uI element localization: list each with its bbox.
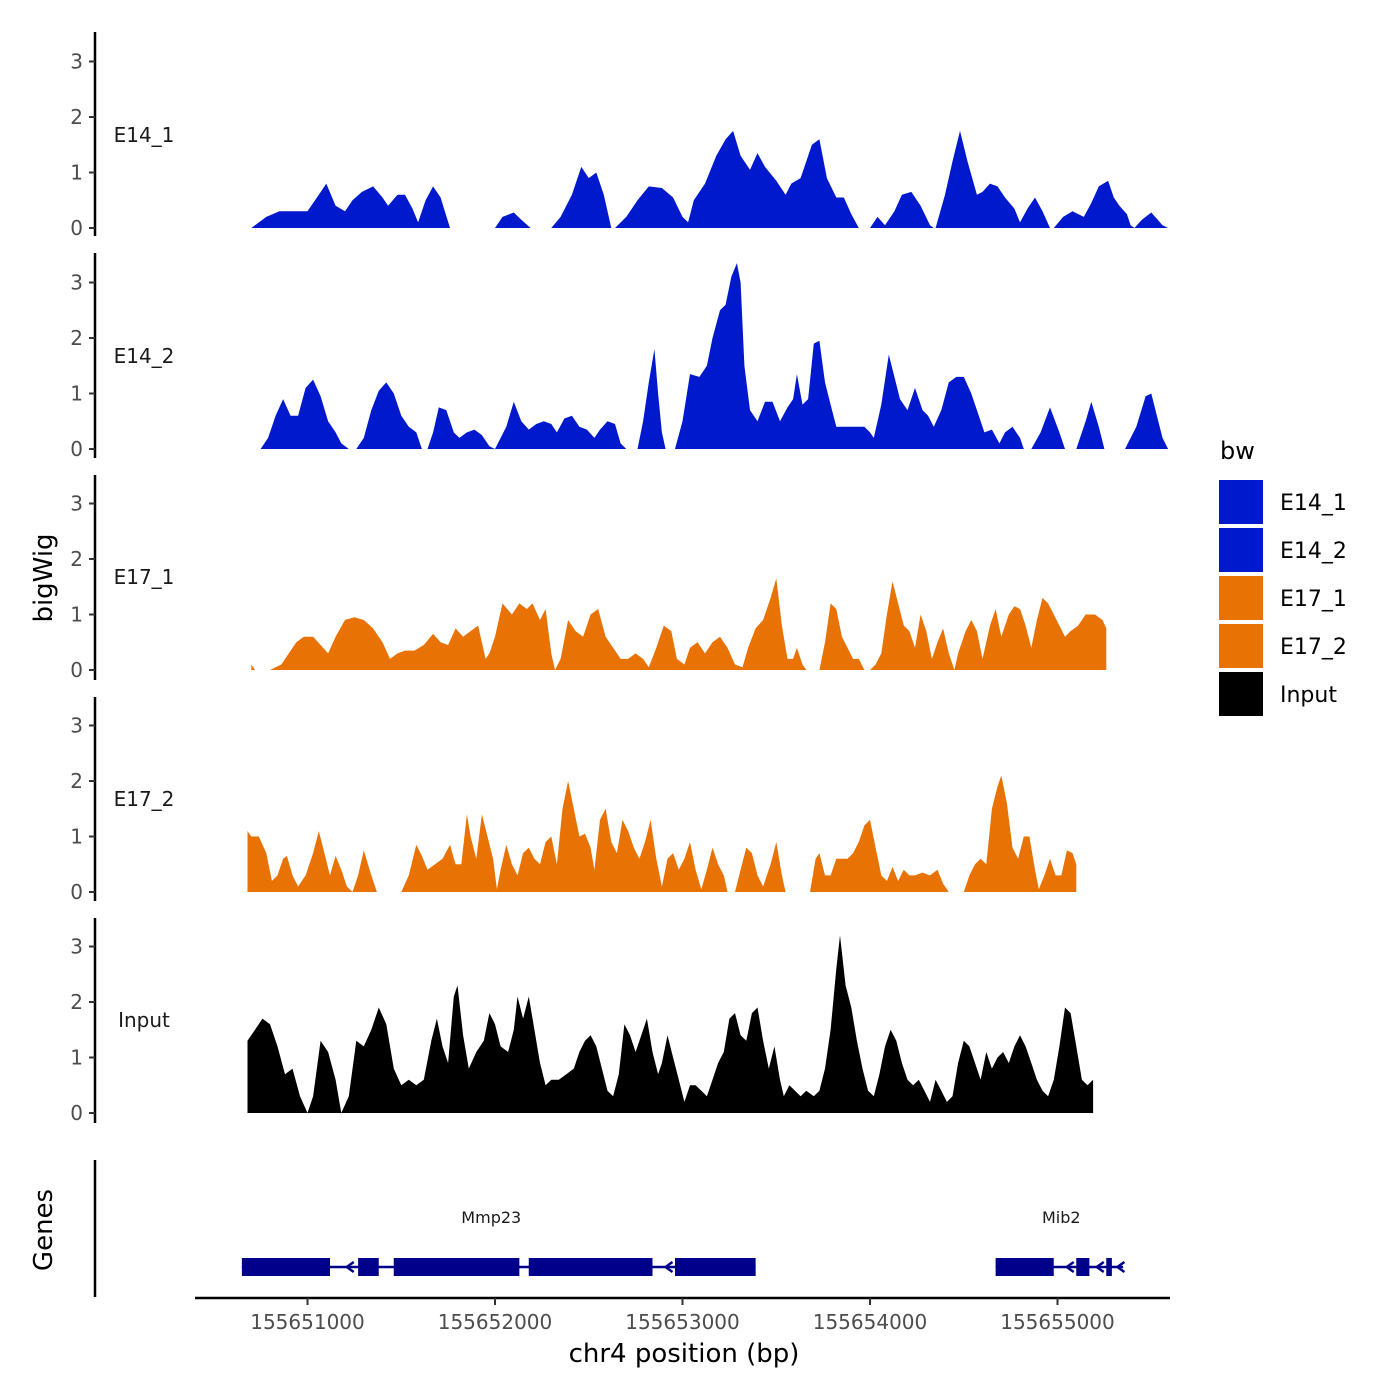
legend-label: Input xyxy=(1280,683,1337,708)
legend-label: E17_1 xyxy=(1280,587,1347,612)
strand-arrow xyxy=(1115,1260,1126,1274)
genes-group: Mmp23 Mib2 xyxy=(93,1160,1126,1297)
legend-item-e17_2: E17_2 xyxy=(1219,624,1347,668)
y-tick-label: 0 xyxy=(70,1101,83,1125)
gene-exon xyxy=(393,1258,520,1276)
legend-swatch xyxy=(1219,576,1263,620)
track-label: E17_2 xyxy=(114,787,175,811)
gene-mib2: Mib2 xyxy=(995,1208,1126,1276)
track-e14_1: 0 1 2 3 E14_1 xyxy=(70,32,1169,240)
strand-arrow xyxy=(1094,1260,1105,1274)
y-tick-label: 3 xyxy=(70,714,83,738)
x-tick-label: 155654000 xyxy=(813,1310,928,1334)
y-tick-label: 0 xyxy=(70,658,83,682)
x-axis-title: chr4 position (bp) xyxy=(569,1339,800,1369)
track-label: E17_1 xyxy=(114,565,175,589)
y-tick-label: 1 xyxy=(70,161,83,185)
legend-swatch xyxy=(1219,480,1263,524)
legend-swatch xyxy=(1219,672,1263,716)
legend-label: E14_2 xyxy=(1280,539,1347,564)
legend-swatch xyxy=(1219,528,1263,572)
gene-label: Mib2 xyxy=(1042,1208,1081,1227)
legend-swatch xyxy=(1219,624,1263,668)
signal-area-e17_2 xyxy=(247,775,1077,892)
gene-exon xyxy=(241,1258,330,1276)
track-input: 0 1 2 3 Input xyxy=(70,918,1094,1125)
track-e17_1: 0 1 2 3 E17_1 xyxy=(70,475,1107,682)
track-label: Input xyxy=(118,1008,170,1032)
y-tick-label: 0 xyxy=(70,880,83,904)
legend-title: bw xyxy=(1220,437,1255,465)
genes-track-title: Genes xyxy=(29,1189,59,1271)
y-tick-label: 0 xyxy=(70,216,83,240)
y-tick-label: 2 xyxy=(70,105,83,129)
y-tick-label: 2 xyxy=(70,326,83,350)
gene-exon xyxy=(995,1258,1054,1276)
tracks-group: 0 1 2 3 E14_1 0 1 2 3 E14_2 0 1 2 3 E17_1 0 1 2 3 E17_2 0 1 2 3… xyxy=(70,32,1169,1125)
y-tick-label: 3 xyxy=(70,492,83,516)
y-tick-label: 1 xyxy=(70,1046,83,1070)
strand-arrow xyxy=(663,1260,674,1274)
gene-exon xyxy=(528,1258,653,1276)
signal-area-e17_1 xyxy=(251,578,1107,670)
x-tick-label: 155652000 xyxy=(438,1310,553,1334)
track-label: E14_2 xyxy=(114,344,175,368)
y-tick-label: 3 xyxy=(70,271,83,295)
strand-arrow xyxy=(1064,1260,1075,1274)
legend-item-e14_2: E14_2 xyxy=(1219,528,1347,572)
y-tick-label: 2 xyxy=(70,547,83,571)
x-tick-label: 155653000 xyxy=(625,1310,740,1334)
x-tick-label: 155651000 xyxy=(250,1310,365,1334)
gene-exon xyxy=(1106,1258,1112,1276)
signal-area-e14_2 xyxy=(260,263,1169,449)
x-tick-label: 155655000 xyxy=(1000,1310,1115,1334)
y-tick-label: 1 xyxy=(70,382,83,406)
gene-mmp23: Mmp23 xyxy=(241,1208,756,1276)
y-tick-label: 1 xyxy=(70,603,83,627)
gene-exon xyxy=(675,1258,756,1276)
legend-label: E14_1 xyxy=(1280,491,1347,516)
legend-item-input: Input xyxy=(1219,672,1337,716)
gene-label: Mmp23 xyxy=(461,1208,521,1227)
signal-area-e14_1 xyxy=(251,130,1169,228)
legend: E14_1 E14_2 E17_1 E17_2 Input xyxy=(1219,480,1347,716)
y-tick-label: 1 xyxy=(70,825,83,849)
gene-exon xyxy=(358,1258,379,1276)
x-axis: 155651000 155652000 155653000 155654000 1556… xyxy=(195,1296,1170,1334)
y-axis-title: bigWig xyxy=(29,533,59,622)
track-e14_2: 0 1 2 3 E14_2 xyxy=(70,253,1169,461)
y-tick-label: 2 xyxy=(70,990,83,1014)
legend-item-e14_1: E14_1 xyxy=(1219,480,1347,524)
y-tick-label: 3 xyxy=(70,935,83,959)
y-tick-label: 0 xyxy=(70,437,83,461)
y-tick-label: 3 xyxy=(70,50,83,74)
strand-arrow xyxy=(344,1260,355,1274)
y-tick-label: 2 xyxy=(70,769,83,793)
legend-item-e17_1: E17_1 xyxy=(1219,576,1347,620)
signal-area-input xyxy=(247,935,1094,1113)
legend-label: E17_2 xyxy=(1280,635,1347,660)
track-e17_2: 0 1 2 3 E17_2 xyxy=(70,697,1077,904)
track-label: E14_1 xyxy=(114,123,175,147)
gene-exon xyxy=(1076,1258,1090,1276)
